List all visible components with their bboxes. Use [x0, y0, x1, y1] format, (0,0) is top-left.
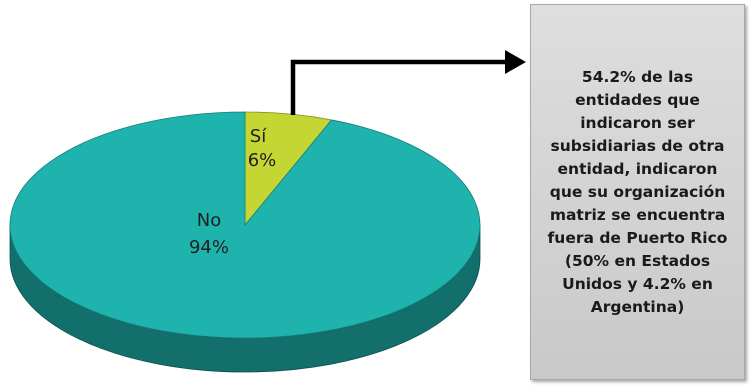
callout-arrowhead — [505, 50, 526, 74]
pie-layer — [9, 111, 481, 373]
slice-label-no-category: No — [197, 210, 221, 231]
slice-label-si-category: Sí — [250, 126, 267, 147]
slice-label-si-percent: 6% — [248, 150, 277, 171]
callout-arrow-line — [290, 59, 512, 115]
pie-slice-no — [9, 111, 481, 339]
callout-box: 54.2% de las entidades que indicaron ser… — [530, 4, 745, 380]
callout-text: 54.2% de las entidades que indicaron ser… — [547, 67, 728, 316]
slice-label-no-percent: 94% — [189, 237, 229, 258]
